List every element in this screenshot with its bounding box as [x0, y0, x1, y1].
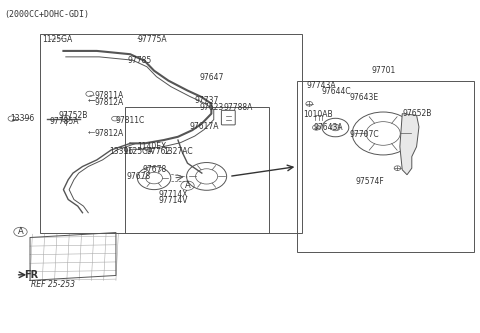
Bar	[297, 81, 474, 252]
Text: 1327AC: 1327AC	[164, 147, 193, 156]
Text: 97785A: 97785A	[49, 118, 79, 127]
Text: 97788A: 97788A	[223, 103, 252, 112]
Text: 97812A: 97812A	[95, 98, 124, 107]
Text: 97652B: 97652B	[402, 109, 432, 118]
Text: 1140EX: 1140EX	[137, 142, 167, 151]
Text: 97643A: 97643A	[314, 123, 344, 132]
Text: 97743A: 97743A	[307, 81, 336, 90]
Text: 97775A: 97775A	[137, 35, 167, 44]
Text: 97737: 97737	[195, 96, 219, 105]
Text: 97714X: 97714X	[159, 190, 188, 199]
Text: 97762: 97762	[147, 147, 171, 156]
Bar	[125, 107, 269, 232]
Text: 97812A: 97812A	[95, 129, 124, 138]
Text: 13396: 13396	[10, 114, 34, 123]
Polygon shape	[400, 114, 419, 175]
Text: 97785: 97785	[128, 56, 152, 65]
Text: 1125GA: 1125GA	[123, 147, 153, 156]
Text: 97644C: 97644C	[321, 87, 351, 96]
Circle shape	[331, 124, 340, 131]
Text: 97707C: 97707C	[350, 130, 379, 139]
Text: 97617A: 97617A	[190, 122, 219, 132]
Text: 97752B: 97752B	[59, 111, 88, 120]
Text: 1010AB: 1010AB	[303, 110, 333, 119]
Text: 97714V: 97714V	[159, 196, 188, 205]
Text: 1125GA: 1125GA	[42, 35, 72, 44]
Text: 97647: 97647	[199, 73, 224, 82]
Text: A: A	[18, 227, 24, 236]
Text: 97701: 97701	[371, 66, 396, 75]
Text: 97811A: 97811A	[95, 91, 124, 100]
Text: 97678: 97678	[142, 165, 167, 174]
Text: FR: FR	[24, 270, 38, 280]
Text: (2000CC+DOHC-GDI): (2000CC+DOHC-GDI)	[4, 10, 89, 19]
Text: 97678: 97678	[126, 172, 151, 181]
Text: 13396: 13396	[109, 147, 133, 156]
Bar	[39, 34, 302, 232]
Text: REF 25-253: REF 25-253	[31, 280, 75, 289]
Text: A: A	[185, 181, 191, 190]
Text: 97574F: 97574F	[356, 177, 384, 186]
Text: 97811C: 97811C	[116, 116, 145, 125]
Text: 97643E: 97643E	[350, 93, 379, 102]
Text: 97623: 97623	[199, 103, 224, 112]
